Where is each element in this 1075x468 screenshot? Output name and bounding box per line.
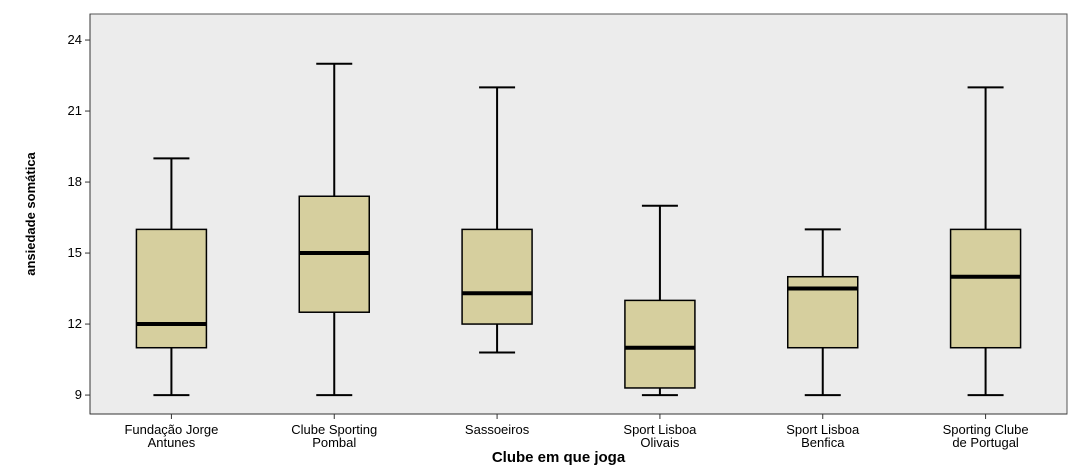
x-category-label: Fundação Jorge Antunes — [124, 422, 218, 450]
box-1 — [135, 157, 208, 397]
box-5 — [787, 228, 859, 397]
x-category-label-line: Sporting Clube — [943, 422, 1029, 437]
y-tick-label: 12 — [68, 316, 82, 331]
x-category-label-line: Sport Lisboa — [623, 422, 697, 437]
iqr-box — [624, 299, 696, 389]
y-tick-label: 15 — [68, 245, 82, 260]
box-6 — [949, 86, 1022, 397]
y-axis: 9 12 15 18 21 24 — [68, 14, 91, 414]
x-category-label: Clube Sporting Pombal — [291, 422, 377, 450]
y-tick-label: 21 — [68, 103, 82, 118]
y-tick-label: 24 — [68, 32, 82, 47]
box-4 — [624, 204, 696, 397]
x-category-label-line: Fundação Jorge — [124, 422, 218, 437]
x-category-label: Sport Lisboa Olivais — [623, 422, 697, 450]
box-2 — [298, 62, 370, 397]
boxes-group — [135, 62, 1022, 397]
x-category-label: Sassoeiros — [465, 422, 530, 437]
x-axis: Fundação Jorge Antunes Clube Sporting Pomba… — [90, 413, 1067, 450]
box-3 — [461, 86, 533, 354]
x-category-label: Sport Lisboa Benfica — [786, 422, 860, 450]
plot-area — [89, 13, 1068, 415]
x-category-label-line: Antunes — [148, 435, 196, 450]
x-category-label-line: Clube Sporting — [291, 422, 377, 437]
iqr-box — [949, 228, 1022, 349]
x-category-label: Sporting Clube de Portugal — [943, 422, 1029, 450]
x-category-label-line: Pombal — [312, 435, 356, 450]
y-tick-label: 18 — [68, 174, 82, 189]
x-category-label-line: Sport Lisboa — [786, 422, 860, 437]
x-category-label-line: Olivais — [640, 435, 680, 450]
iqr-box — [135, 228, 208, 349]
iqr-box — [461, 228, 533, 325]
y-axis-title: ansiedade somática — [23, 151, 38, 275]
x-axis-title: Clube em que joga — [492, 449, 626, 466]
x-category-label-line: Sassoeiros — [465, 422, 530, 437]
y-tick-label: 9 — [75, 387, 82, 402]
x-category-label-line: de Portugal — [952, 435, 1019, 450]
x-category-label-line: Benfica — [801, 435, 845, 450]
